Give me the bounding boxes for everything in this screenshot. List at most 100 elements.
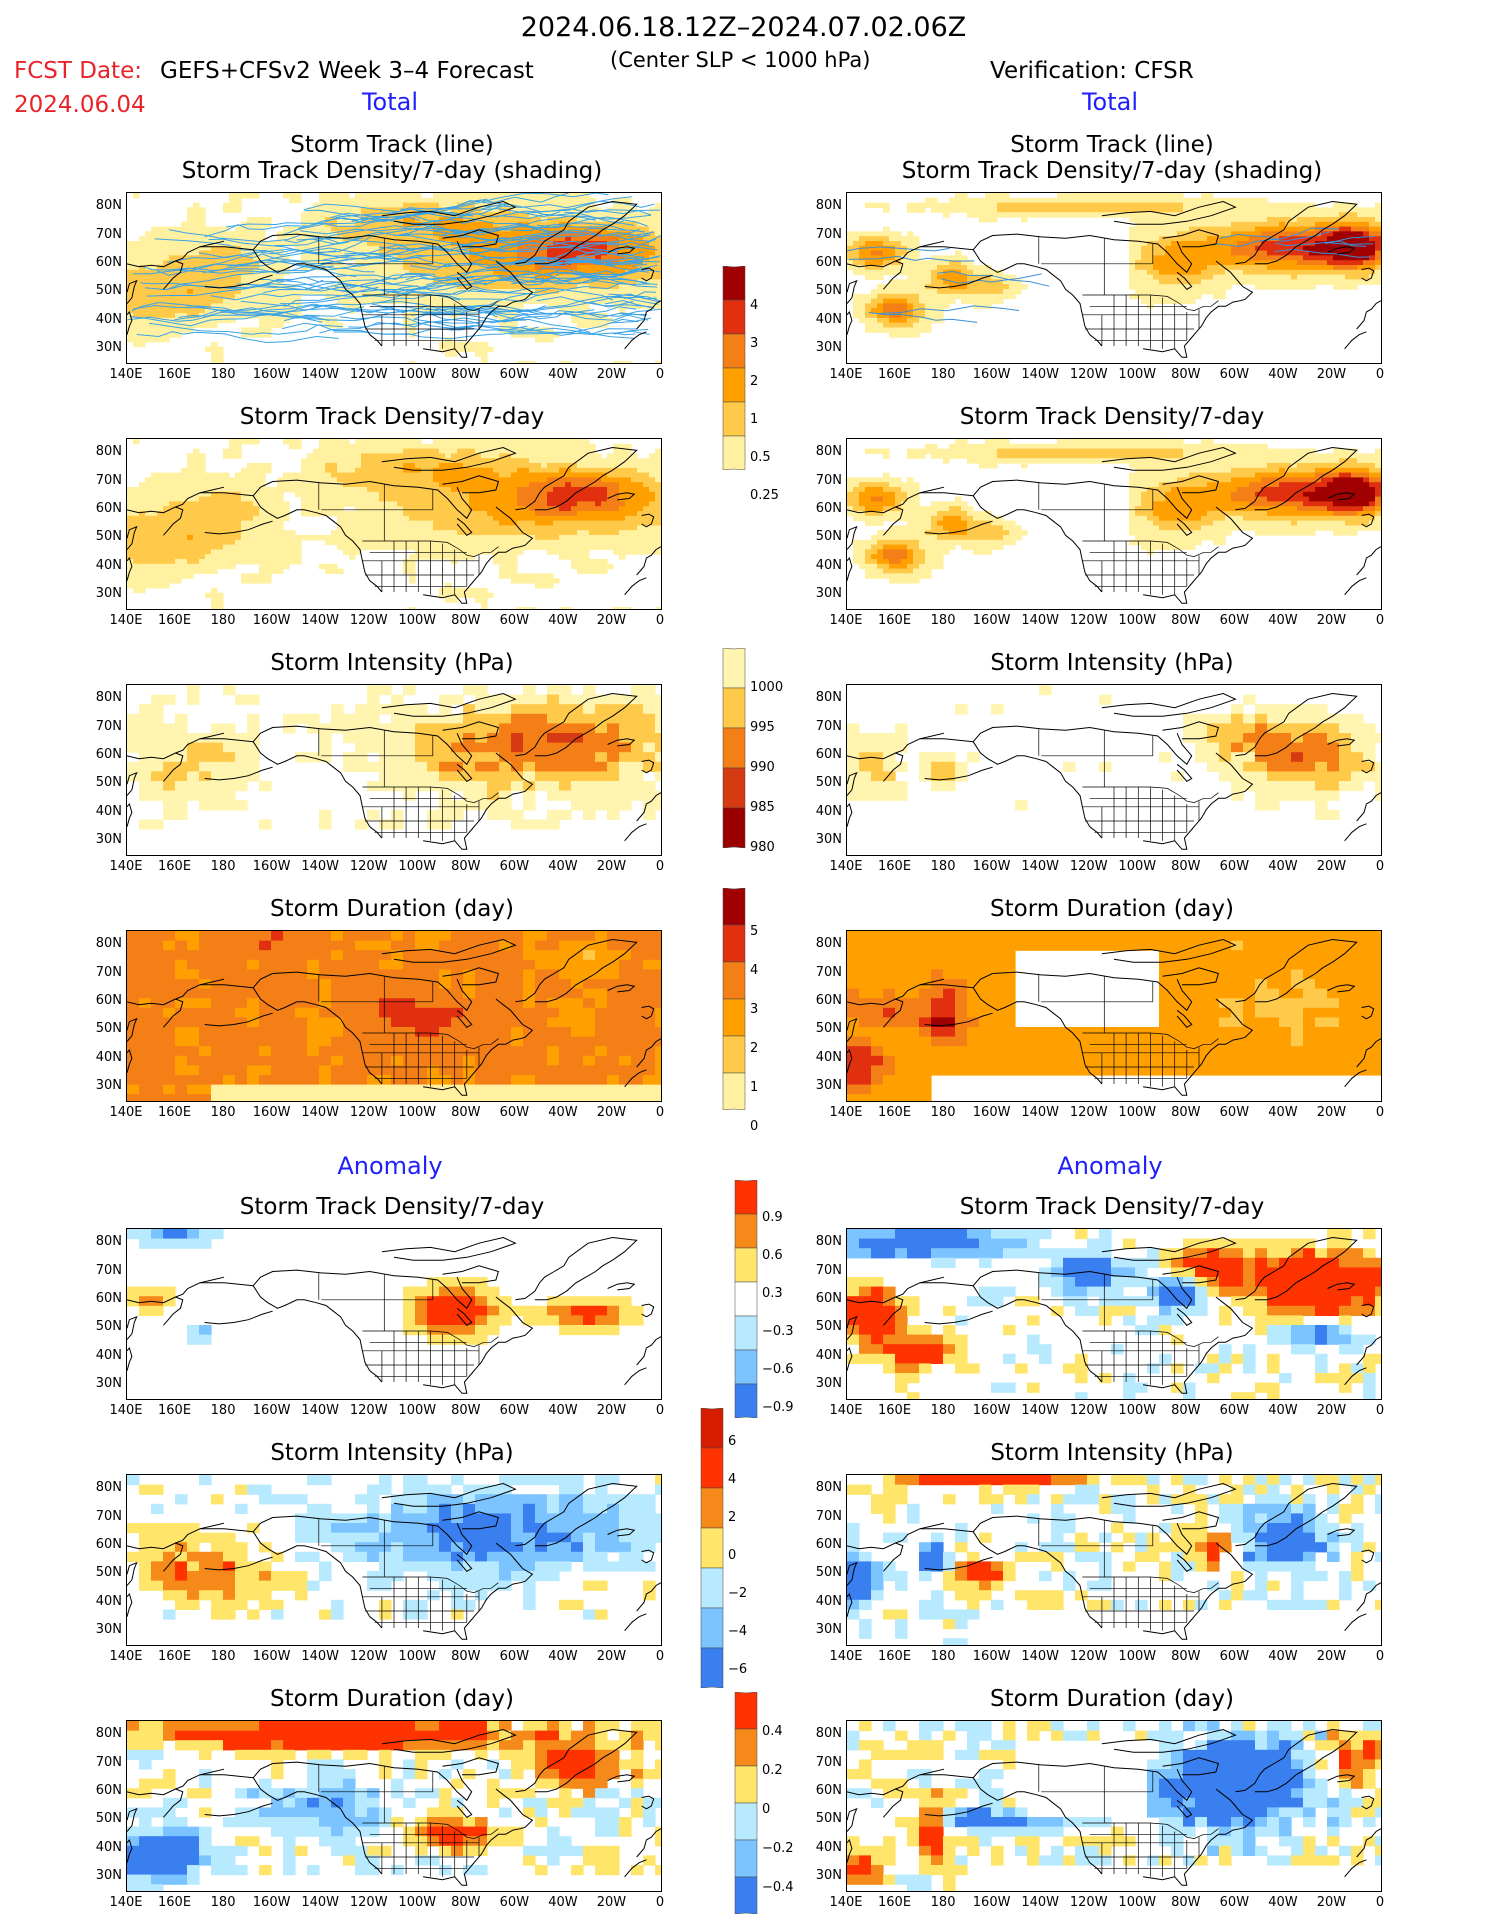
latitude-tick-label: 60N	[95, 1290, 122, 1306]
coastline	[641, 513, 655, 528]
colorbar-swatch	[722, 727, 746, 769]
longitude-tick-label: 20W	[596, 1895, 627, 1910]
longitude-tick-label: 140W	[1021, 859, 1059, 874]
longitude-tick-label: 100W	[1118, 367, 1157, 382]
coastline	[1344, 1367, 1367, 1386]
coastline	[636, 546, 661, 576]
latitude-tick-label: 70N	[815, 226, 842, 242]
latitude-tick-label: 80N	[815, 936, 842, 952]
coastline	[919, 971, 1193, 1012]
state-border-line	[362, 1576, 499, 1593]
shading-field	[127, 439, 661, 609]
longitude-tick-label: 180	[930, 613, 956, 628]
longitude-tick-label: 100W	[398, 367, 437, 382]
coastline	[127, 1048, 133, 1073]
latitude-tick-label: 30N	[815, 831, 842, 847]
colorbar-label: 3	[750, 1002, 759, 1017]
longitude-tick-label: 140E	[829, 613, 863, 628]
state-border-line	[362, 1822, 499, 1839]
colorbar-swatch	[734, 1802, 758, 1841]
coastline	[381, 1728, 517, 1753]
latitude-tick-label: 60N	[815, 1290, 842, 1306]
longitude-tick-label: 80W	[1171, 613, 1201, 628]
coastline	[1101, 1482, 1237, 1507]
longitude-tick-label: 80W	[451, 859, 481, 874]
longitude-tick-label: 60W	[499, 1105, 530, 1120]
colorbar-label: 1	[750, 1080, 759, 1095]
map-duration-anomaly-verification	[846, 1720, 1382, 1892]
coastline	[423, 260, 534, 358]
latitude-tick-label: 60N	[95, 500, 122, 516]
longitude-tick-label: 140E	[829, 367, 863, 382]
coastline	[607, 1528, 636, 1537]
coastline	[127, 310, 133, 335]
coastline	[1101, 938, 1237, 963]
longitude-tick-label: 140W	[1021, 1895, 1059, 1910]
coastline	[847, 1807, 858, 1832]
coastline	[456, 1799, 473, 1818]
coastline	[1162, 1757, 1220, 1776]
coastline	[1327, 1774, 1356, 1783]
coastline	[972, 1777, 1103, 1875]
longitude-tick-label: 40W	[548, 1649, 578, 1664]
coastline	[847, 771, 858, 796]
coastline	[636, 792, 661, 822]
map-track-verification	[846, 192, 1382, 364]
latitude-tick-label: 40N	[815, 557, 842, 573]
latitude-tick-label: 30N	[95, 1867, 122, 1883]
latitude-tick-label: 50N	[815, 283, 842, 299]
longitude-tick-label: 160W	[252, 1895, 291, 1910]
coastline	[919, 1761, 1193, 1802]
latitude-tick-label: 70N	[815, 472, 842, 488]
coastline	[163, 1788, 184, 1818]
latitude-tick-label: 70N	[815, 1508, 842, 1524]
coastline	[1162, 1511, 1220, 1530]
coastline	[442, 475, 500, 494]
coastline	[442, 229, 500, 248]
colorbar-label: −6	[728, 1662, 748, 1677]
title-duration-anomaly-verification: Storm Duration (day)	[990, 1686, 1234, 1712]
longitude-tick-label: 120W	[1069, 1403, 1108, 1418]
longitude-tick-label: 180	[210, 1403, 236, 1418]
colorbar-swatch	[734, 1765, 758, 1804]
colorbar-label: 0.3	[762, 1286, 783, 1301]
latitude-tick-label: 40N	[95, 311, 122, 327]
longitude-tick-label: 140W	[1021, 613, 1059, 628]
longitude-tick-label: 120W	[349, 1895, 388, 1910]
colorbar-swatch	[734, 1728, 758, 1767]
coastline	[972, 1531, 1103, 1629]
latitude-tick-label: 60N	[815, 1536, 842, 1552]
longitude-tick-label: 60W	[1219, 367, 1250, 382]
colorbar-label: −0.6	[762, 1362, 794, 1377]
coastline	[1176, 1009, 1193, 1028]
latitude-tick-label: 60N	[95, 254, 122, 270]
coastline	[204, 766, 273, 781]
title-track-shading-verification: Storm Track Density/7-day (shading)	[901, 158, 1323, 184]
latitude-tick-label: 30N	[815, 1867, 842, 1883]
latitude-tick-label: 70N	[95, 1754, 122, 1770]
longitude-tick-label: 180	[210, 1649, 236, 1664]
longitude-tick-label: 0	[655, 613, 665, 628]
longitude-tick-label: 60W	[499, 859, 530, 874]
coastline	[1361, 513, 1375, 528]
coastline	[624, 577, 647, 596]
longitude-tick-label: 140W	[1021, 1649, 1059, 1664]
coastline	[204, 520, 273, 535]
longitude-tick-label: 100W	[1118, 1105, 1157, 1120]
longitude-tick-label: 40W	[1268, 1105, 1298, 1120]
longitude-tick-label: 20W	[596, 367, 627, 382]
colorbar-swatch	[722, 998, 746, 1037]
longitude-tick-label: 60W	[1219, 1403, 1250, 1418]
longitude-tick-label: 0	[655, 1403, 665, 1418]
section-anomaly-forecast: Anomaly	[337, 1152, 443, 1180]
state-border-line	[362, 294, 499, 311]
longitude-tick-label: 20W	[1316, 859, 1347, 874]
coastline	[1162, 475, 1220, 494]
longitude-tick-label: 160W	[252, 1403, 291, 1418]
main-title: 2024.06.18.12Z–2024.07.02.06Z	[520, 12, 967, 43]
coastline	[442, 1511, 500, 1530]
colorbar-swatch	[734, 1876, 758, 1914]
map-density-forecast	[126, 438, 662, 610]
longitude-tick-label: 40W	[1268, 1403, 1298, 1418]
longitude-tick-label: 160W	[252, 859, 291, 874]
